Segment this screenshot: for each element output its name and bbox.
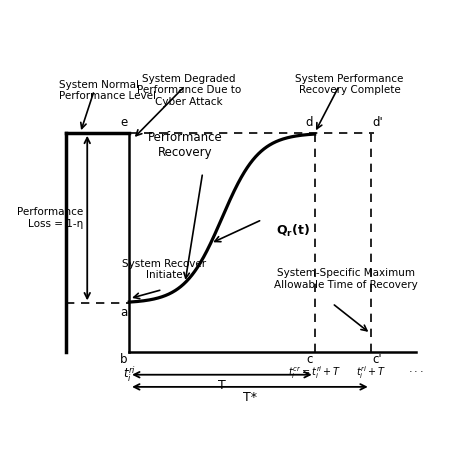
Text: System Normal
Performance Level: System Normal Performance Level: [59, 80, 156, 101]
Text: c': c': [373, 354, 382, 366]
Text: d: d: [305, 116, 313, 129]
Text: a: a: [120, 306, 128, 319]
Text: System-Specific Maximum
Allowable Time of Recovery: System-Specific Maximum Allowable Time o…: [274, 268, 418, 290]
Text: System Recover
Initiate: System Recover Initiate: [122, 259, 206, 281]
Text: T*: T*: [243, 392, 257, 404]
Text: $...$: $...$: [408, 364, 424, 374]
Text: $t_i^{cr} = t_i^{ri} + T$: $t_i^{cr} = t_i^{ri} + T$: [288, 364, 341, 381]
Text: c: c: [307, 354, 313, 366]
Text: $\mathbf{Q_r(t)}$: $\mathbf{Q_r(t)}$: [276, 223, 310, 239]
Text: Performance
Loss = 1-η: Performance Loss = 1-η: [18, 207, 84, 229]
Text: Performance
Recovery: Performance Recovery: [148, 131, 223, 159]
Text: System Performance
Recovery Complete: System Performance Recovery Complete: [295, 73, 404, 95]
Text: e: e: [120, 116, 128, 129]
Text: b: b: [120, 354, 128, 366]
Text: System Degraded
Performance Due to
Cyber Attack: System Degraded Performance Due to Cyber…: [137, 73, 241, 107]
Text: $t_i^{ri} + T$: $t_i^{ri} + T$: [356, 364, 386, 381]
Text: d': d': [373, 116, 383, 129]
Text: $t_i^{ri}$: $t_i^{ri}$: [123, 364, 136, 383]
Text: T: T: [218, 379, 226, 392]
